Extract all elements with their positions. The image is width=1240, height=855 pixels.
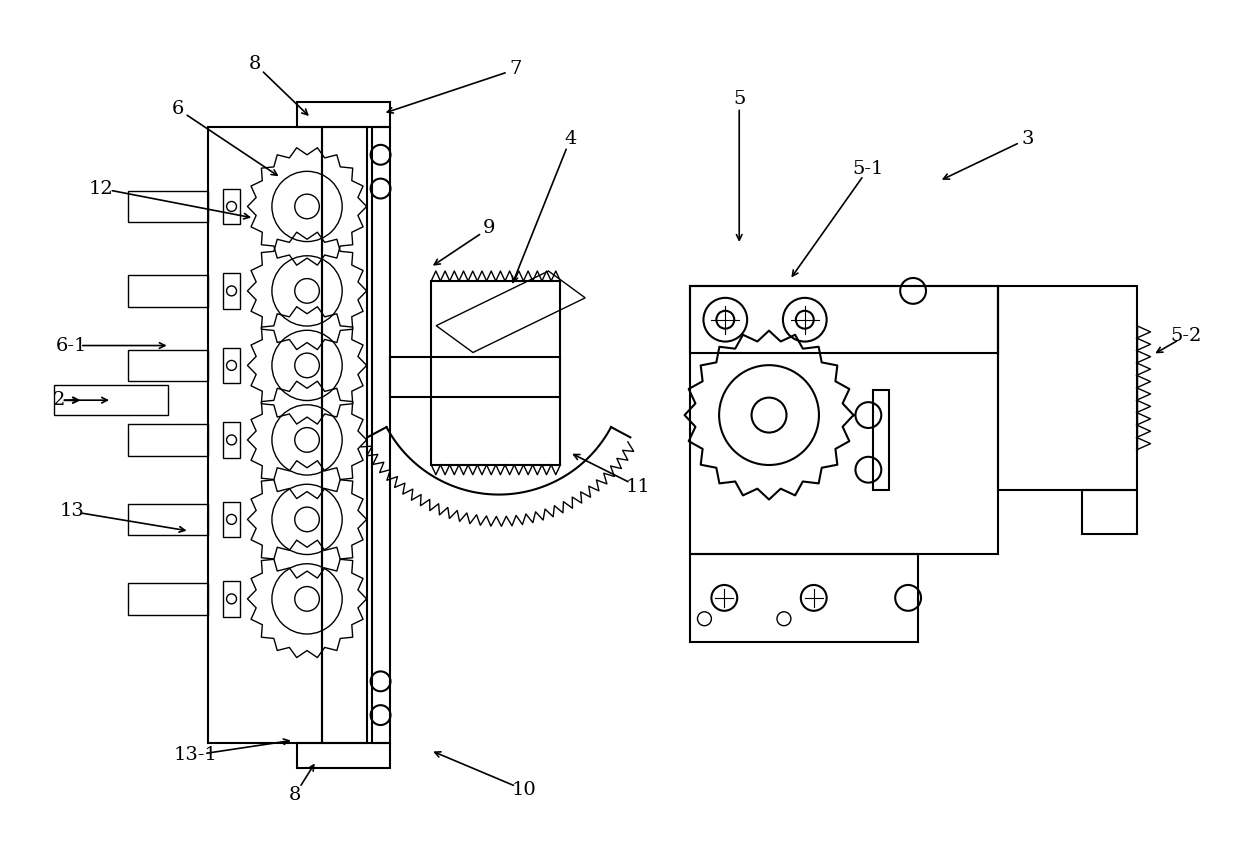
Bar — [389, 357, 560, 398]
Bar — [322, 127, 367, 743]
Bar — [207, 127, 322, 743]
Bar — [223, 422, 241, 457]
Bar — [128, 583, 207, 615]
Text: 13: 13 — [60, 503, 84, 521]
Text: 12: 12 — [89, 180, 114, 198]
Bar — [689, 286, 997, 554]
Bar — [128, 191, 207, 222]
Text: 2: 2 — [52, 392, 64, 410]
Text: 4: 4 — [564, 130, 577, 148]
Bar — [223, 347, 241, 383]
Text: 6-1: 6-1 — [56, 337, 87, 355]
Bar — [223, 502, 241, 537]
Bar — [1083, 490, 1137, 534]
Bar — [223, 273, 241, 309]
Text: 9: 9 — [482, 219, 495, 238]
Bar — [432, 281, 560, 465]
Bar — [128, 275, 207, 307]
Text: 8: 8 — [289, 786, 301, 804]
Bar — [873, 390, 889, 490]
Text: 10: 10 — [511, 781, 536, 799]
Text: 8: 8 — [249, 56, 262, 74]
Bar — [128, 350, 207, 381]
Bar — [128, 504, 207, 535]
Text: 13-1: 13-1 — [174, 746, 218, 764]
Text: 7: 7 — [510, 61, 522, 79]
Bar — [298, 102, 389, 127]
Text: 5-1: 5-1 — [853, 160, 884, 178]
Text: 11: 11 — [625, 478, 650, 496]
Bar — [372, 127, 389, 743]
Text: 6: 6 — [171, 100, 184, 118]
Bar — [128, 424, 207, 456]
Bar — [223, 189, 241, 224]
Text: 5-2: 5-2 — [1171, 327, 1202, 345]
Text: 3: 3 — [1021, 130, 1034, 148]
Bar — [997, 286, 1137, 490]
Bar — [223, 581, 241, 616]
Bar — [689, 554, 918, 641]
Bar — [53, 386, 167, 415]
Bar — [689, 286, 997, 353]
Bar — [298, 743, 389, 768]
Text: 5: 5 — [733, 90, 745, 108]
